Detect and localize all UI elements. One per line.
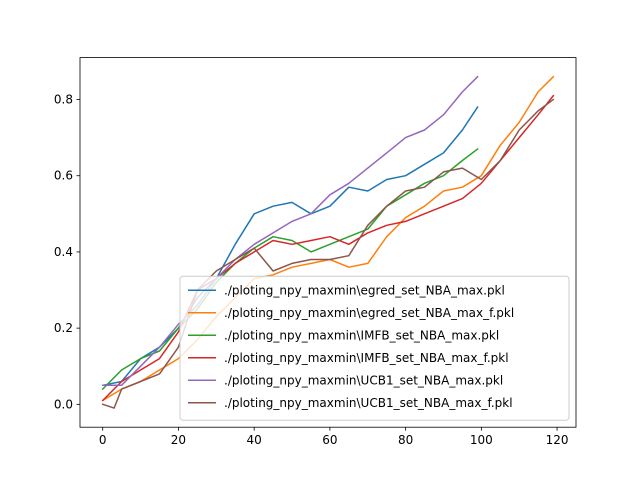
plot-frame [79,57,577,428]
legend-label-1: ./ploting_npy_maxmin\egred_set_NBA_max_f… [224,306,514,320]
legend-label-4: ./ploting_npy_maxmin\UCB1_set_NBA_max.pk… [224,374,503,388]
legend-label-0: ./ploting_npy_maxmin\egred_set_NBA_max.p… [224,284,505,298]
y-axis-ticks: 0.0 0.2 0.4 0.6 0.8 [54,93,80,411]
x-tick-label: 60 [322,433,337,447]
y-tick-label: 0.6 [54,169,73,183]
y-tick-label: 0.4 [54,245,73,259]
series-line-0 [101,106,479,387]
y-tick-label: 0.2 [54,321,73,335]
series-line-5 [101,98,555,409]
series-lines [101,75,555,409]
y-tick-label: 0.0 [54,397,73,411]
series-line-2 [101,147,479,391]
legend-label-3: ./ploting_npy_maxmin\IMFB_set_NBA_max_f.… [224,351,509,365]
x-tick-label: 40 [247,433,262,447]
legend: ./ploting_npy_maxmin\egred_set_NBA_max.p… [179,275,570,421]
y-tick-label: 0.8 [54,93,73,107]
x-tick-label: 80 [398,433,413,447]
legend-box [179,275,570,421]
series-line-4 [101,75,479,387]
legend-label-2: ./ploting_npy_maxmin\IMFB_set_NBA_max.pk… [224,329,499,343]
x-tick-label: 20 [171,433,186,447]
series-line-3 [101,94,555,402]
x-axis-ticks: 0 20 40 60 80 100 120 [99,427,569,447]
x-tick-label: 120 [546,433,569,447]
x-tick-label: 0 [99,433,107,447]
legend-label-5: ./ploting_npy_maxmin\UCB1_set_NBA_max_f.… [224,396,513,410]
x-tick-label: 100 [470,433,493,447]
